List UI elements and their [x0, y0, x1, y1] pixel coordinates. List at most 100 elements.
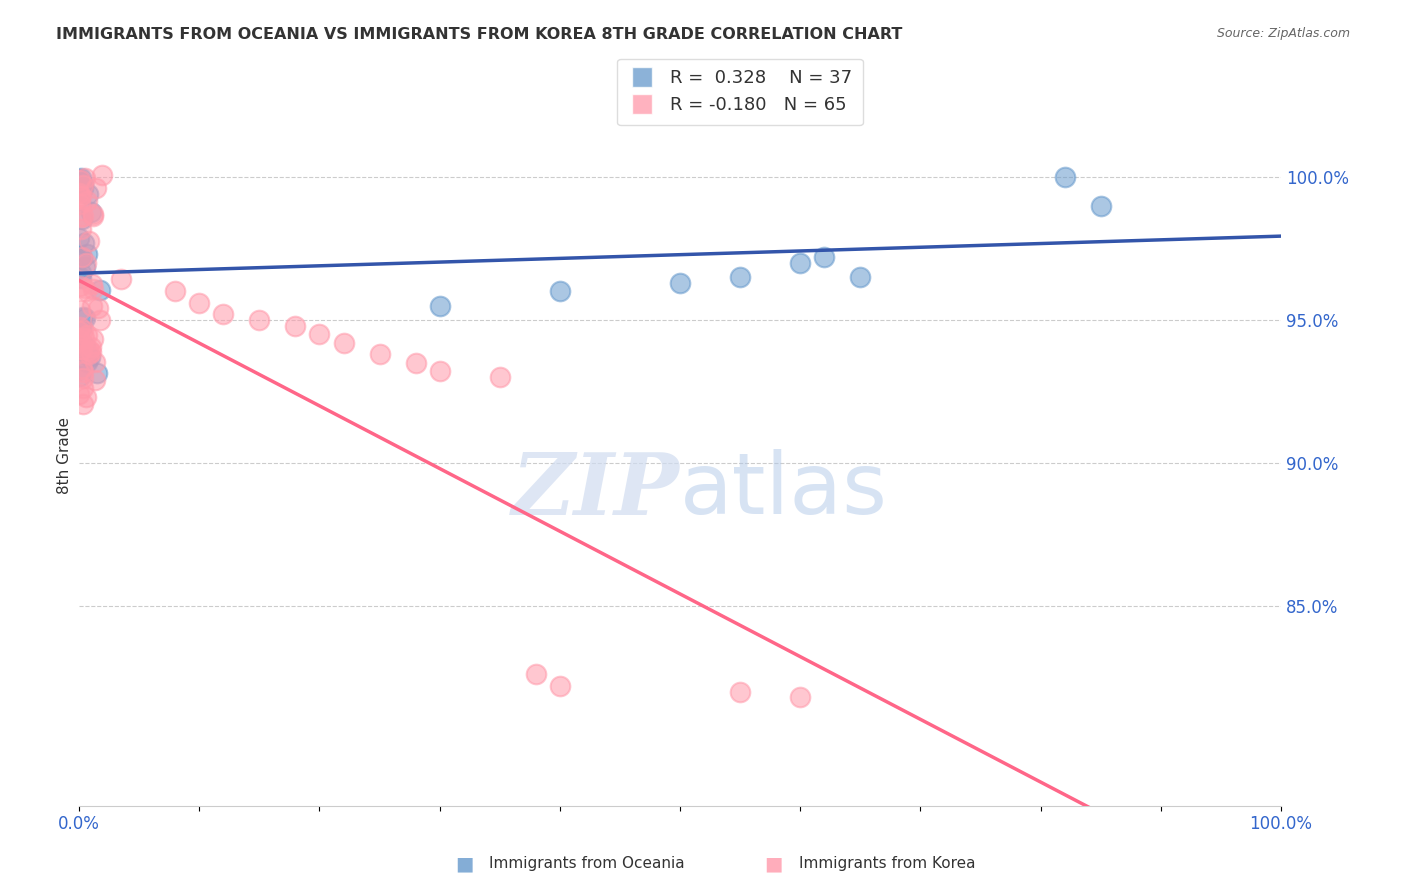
Point — [728, 684, 751, 698]
Point — [80, 277, 103, 291]
Legend: R =  0.328    N = 37, R = -0.180   N = 65: R = 0.328 N = 37, R = -0.180 N = 65 — [617, 59, 863, 125]
Point — [789, 256, 811, 270]
Point — [69, 173, 91, 187]
Point — [75, 256, 97, 270]
Point — [70, 266, 93, 280]
Point — [82, 332, 104, 346]
Point — [86, 366, 108, 380]
Text: ■: ■ — [763, 854, 783, 873]
Point — [72, 235, 94, 250]
Point — [70, 360, 93, 375]
Point — [70, 211, 93, 226]
Text: 0.0%: 0.0% — [58, 814, 100, 832]
Point — [548, 285, 571, 299]
Point — [73, 311, 96, 326]
Point — [73, 260, 96, 275]
Point — [79, 350, 101, 364]
Point — [89, 313, 111, 327]
Point — [72, 181, 94, 195]
Point — [69, 368, 91, 383]
Point — [69, 319, 91, 334]
Point — [72, 177, 94, 191]
Point — [84, 373, 107, 387]
Text: atlas: atlas — [681, 450, 889, 533]
Point — [368, 347, 391, 361]
Point — [72, 178, 94, 192]
Text: ■: ■ — [454, 854, 474, 873]
Point — [82, 207, 104, 221]
Point — [77, 186, 100, 201]
Point — [80, 345, 103, 359]
Point — [73, 331, 96, 345]
Point — [77, 346, 100, 360]
Point — [67, 324, 90, 338]
Text: Immigrants from Oceania: Immigrants from Oceania — [489, 856, 685, 871]
Point — [75, 284, 97, 298]
Text: IMMIGRANTS FROM OCEANIA VS IMMIGRANTS FROM KOREA 8TH GRADE CORRELATION CHART: IMMIGRANTS FROM OCEANIA VS IMMIGRANTS FR… — [56, 27, 903, 42]
Point — [73, 340, 96, 354]
Point — [72, 209, 94, 223]
Text: Source: ZipAtlas.com: Source: ZipAtlas.com — [1216, 27, 1350, 40]
Point — [405, 356, 427, 370]
Point — [548, 679, 571, 693]
Point — [69, 175, 91, 189]
Point — [76, 355, 98, 369]
Point — [69, 249, 91, 263]
Point — [69, 189, 91, 203]
Point — [72, 250, 94, 264]
Point — [76, 194, 98, 209]
Point — [429, 364, 451, 378]
Point — [70, 221, 93, 235]
Point — [429, 299, 451, 313]
Point — [69, 171, 91, 186]
Point — [188, 295, 211, 310]
Point — [69, 279, 91, 293]
Point — [69, 334, 91, 348]
Point — [1053, 169, 1076, 184]
Point — [67, 186, 90, 200]
Point — [80, 299, 103, 313]
Point — [89, 283, 111, 297]
Point — [70, 342, 93, 356]
Point — [70, 251, 93, 265]
Point — [488, 370, 510, 384]
Point — [247, 313, 270, 327]
Point — [69, 211, 91, 225]
Point — [82, 282, 104, 296]
Point — [849, 270, 872, 285]
Point — [82, 210, 104, 224]
Point — [77, 234, 100, 248]
Point — [67, 386, 90, 401]
Point — [813, 250, 835, 264]
Point — [72, 381, 94, 395]
Point — [80, 204, 103, 219]
Point — [67, 231, 90, 245]
Point — [110, 272, 132, 286]
Text: Immigrants from Korea: Immigrants from Korea — [799, 856, 976, 871]
Point — [76, 247, 98, 261]
Point — [73, 281, 96, 295]
Point — [308, 327, 330, 342]
Point — [72, 370, 94, 384]
Point — [77, 343, 100, 357]
Point — [284, 318, 307, 333]
Point — [69, 184, 91, 198]
Point — [70, 170, 93, 185]
Text: 100.0%: 100.0% — [1250, 814, 1312, 832]
Point — [70, 188, 93, 202]
Point — [69, 271, 91, 285]
Point — [728, 270, 751, 285]
Point — [83, 355, 105, 369]
Text: ZIP: ZIP — [512, 449, 681, 533]
Point — [76, 328, 98, 343]
Point — [91, 168, 114, 182]
Point — [75, 390, 97, 404]
Point — [69, 362, 91, 376]
Point — [69, 336, 91, 351]
Point — [524, 667, 547, 681]
Point — [165, 285, 187, 299]
Point — [789, 690, 811, 705]
Point — [332, 335, 354, 350]
Point — [87, 301, 110, 315]
Point — [212, 307, 235, 321]
